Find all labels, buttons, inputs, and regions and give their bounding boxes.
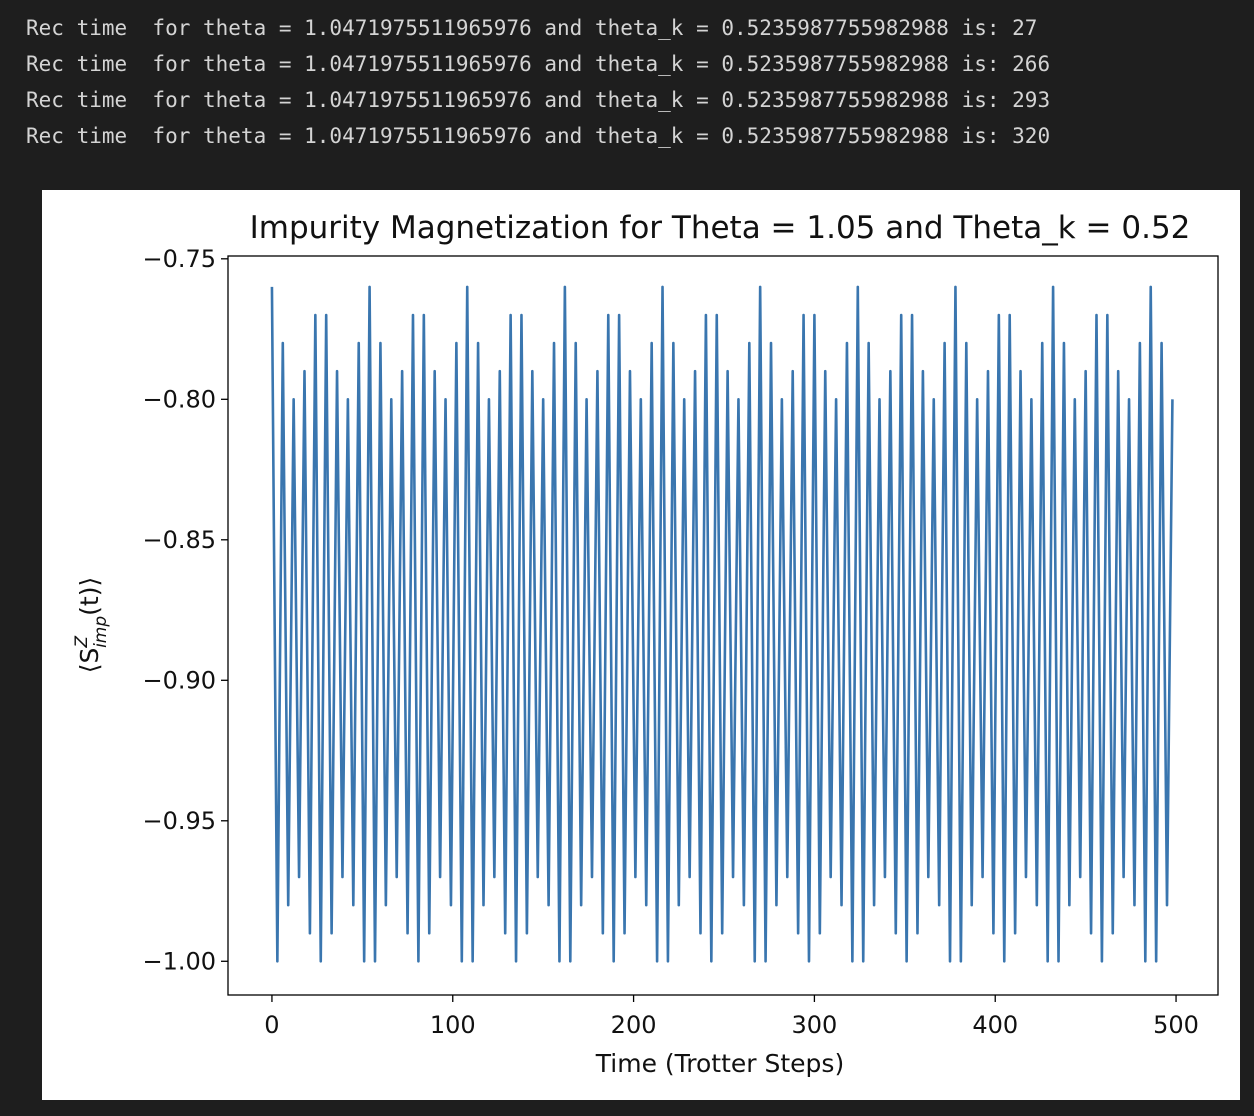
output-line: Rec time for theta = 1.0471975511965976 …: [26, 16, 1037, 40]
y-tick-label: −0.75: [142, 245, 216, 273]
y-tick-label: −1.00: [142, 947, 216, 975]
output-line: Rec time for theta = 1.0471975511965976 …: [26, 52, 1050, 76]
data-line: [270, 285, 1174, 963]
y-label-base: ⟨S: [75, 648, 104, 674]
x-tick-label: 200: [611, 1011, 657, 1039]
y-tick-label: −0.95: [142, 807, 216, 835]
y-label-sub: imp: [91, 616, 111, 648]
plot-frame: [227, 255, 1219, 996]
x-tick-label: 400: [972, 1011, 1018, 1039]
x-tick-label: 300: [791, 1011, 837, 1039]
x-tick-label: 100: [430, 1011, 476, 1039]
x-tick-label: 0: [264, 1011, 279, 1039]
y-tick-label: −0.90: [142, 666, 216, 694]
output-line: Rec time for theta = 1.0471975511965976 …: [26, 88, 1050, 112]
y-tick-label: −0.85: [142, 526, 216, 554]
x-axis-label: Time (Trotter Steps): [595, 1049, 844, 1078]
output-line: Rec time for theta = 1.0471975511965976 …: [26, 124, 1050, 148]
y-label-sup: Z: [72, 636, 92, 649]
y-axis-label: ⟨SZimp(t)⟩: [72, 577, 111, 673]
y-tick-label: −0.80: [142, 385, 216, 413]
x-tick-label: 500: [1153, 1011, 1199, 1039]
chart-title: Impurity Magnetization for Theta = 1.05 …: [250, 210, 1191, 246]
y-label-rest: (t)⟩: [75, 577, 104, 616]
